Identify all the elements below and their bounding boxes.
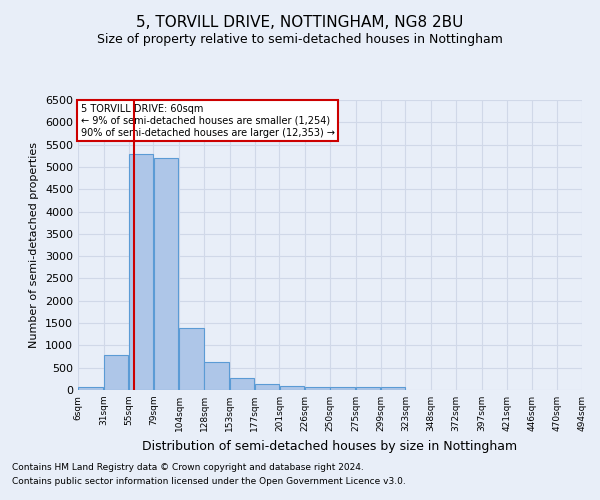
Bar [204, 362, 229, 390]
Bar [230, 378, 254, 390]
Bar [330, 387, 355, 390]
X-axis label: Distribution of semi-detached houses by size in Nottingham: Distribution of semi-detached houses by … [142, 440, 518, 452]
Bar [255, 384, 279, 390]
Text: Contains public sector information licensed under the Open Government Licence v3: Contains public sector information licen… [12, 478, 406, 486]
Bar [179, 328, 204, 390]
Text: Size of property relative to semi-detached houses in Nottingham: Size of property relative to semi-detach… [97, 32, 503, 46]
Text: Contains HM Land Registry data © Crown copyright and database right 2024.: Contains HM Land Registry data © Crown c… [12, 462, 364, 471]
Y-axis label: Number of semi-detached properties: Number of semi-detached properties [29, 142, 40, 348]
Text: 5, TORVILL DRIVE, NOTTINGHAM, NG8 2BU: 5, TORVILL DRIVE, NOTTINGHAM, NG8 2BU [136, 15, 464, 30]
Bar [305, 386, 330, 390]
Bar [356, 388, 380, 390]
Bar [381, 387, 405, 390]
Bar [280, 386, 304, 390]
Bar [154, 158, 178, 390]
Bar [104, 355, 128, 390]
Bar [129, 154, 153, 390]
Text: 5 TORVILL DRIVE: 60sqm
← 9% of semi-detached houses are smaller (1,254)
90% of s: 5 TORVILL DRIVE: 60sqm ← 9% of semi-deta… [80, 104, 335, 138]
Bar [78, 388, 103, 390]
